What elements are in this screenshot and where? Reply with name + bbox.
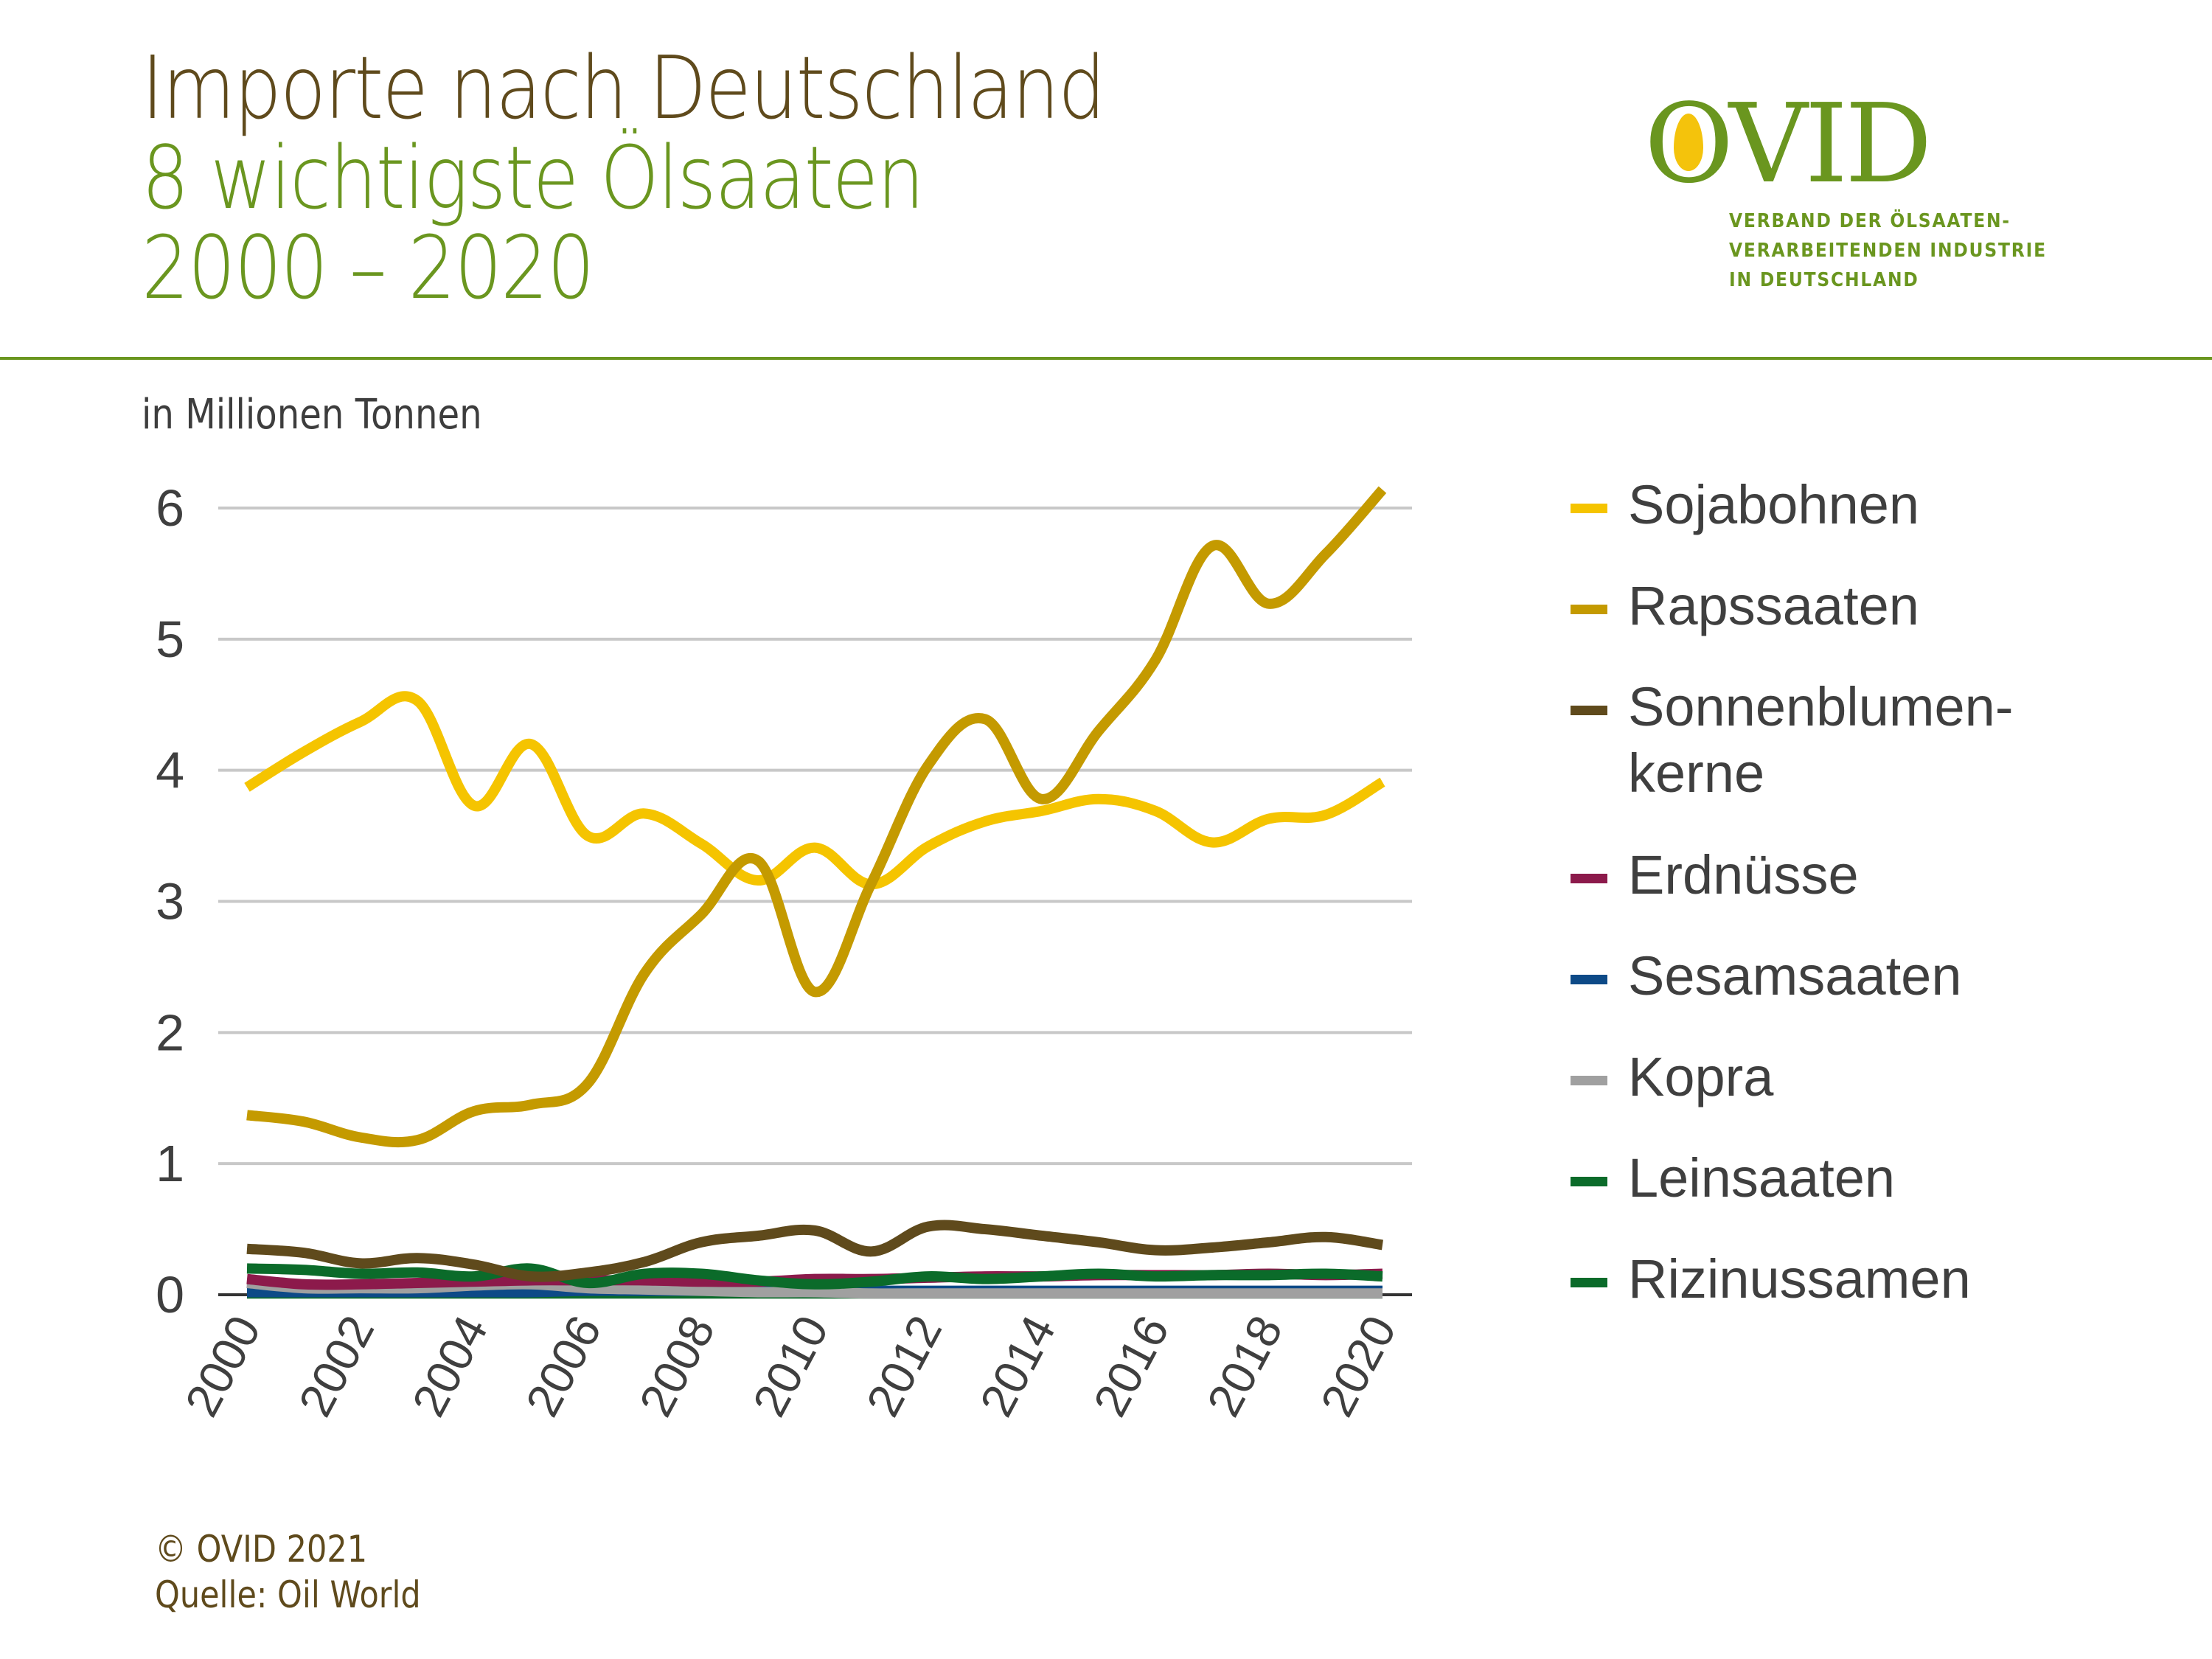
title-block: Importe nach Deutschland 8 wichtigste Öl… [142, 43, 1261, 313]
x-tick-label: 2006 [515, 1307, 611, 1425]
x-tick-label: 2020 [1310, 1307, 1406, 1425]
legend-label: Erdnüsse [1628, 844, 1859, 905]
series-line-sonnenblumenkerne [246, 1220, 1384, 1282]
legend-swatch [1571, 504, 1607, 513]
legend-swatch [1571, 975, 1607, 984]
x-tick-label: 2016 [1083, 1307, 1179, 1425]
oil-drop-icon [1674, 114, 1703, 171]
source-text: Quelle: Oil World [155, 1573, 421, 1616]
y-tick-label: 0 [156, 1266, 184, 1324]
legend-label: Rizinussamen [1628, 1248, 1971, 1310]
y-tick-label: 3 [156, 873, 184, 931]
y-tick-label: 5 [156, 611, 184, 668]
logo-subtitle-line: VERBAND DER ÖLSAATEN- [1729, 210, 2011, 232]
legend-swatch [1571, 706, 1607, 715]
series-line-leinsaaten [246, 1263, 1383, 1290]
y-axis-ticks: 0 1 2 3 4 5 6 [156, 479, 184, 1324]
ovid-logo: OVID VERBAND DER ÖLSAATEN- VERARBEITENDE… [1644, 88, 2045, 291]
chart-title: Importe nach Deutschland [142, 37, 1106, 139]
logo-subtitle-line: VERARBEITENDEN INDUSTRIE [1729, 240, 2047, 262]
x-tick-label: 2014 [970, 1307, 1065, 1425]
x-axis-ticks: 2000 2002 2004 2006 2008 2010 2012 2014 2016 2018… [175, 1307, 1406, 1425]
legend-label-line: Sonnenblumen- [1628, 676, 2014, 737]
x-tick-label: 2000 [175, 1307, 271, 1425]
legend-swatch [1571, 1278, 1607, 1287]
gridlines [218, 507, 1412, 1296]
logo-wordmark: OVID [1644, 88, 1933, 199]
legend-label: Sesamsaaten [1628, 945, 1962, 1006]
x-tick-label: 2010 [742, 1307, 838, 1425]
copyright-text: © OVID 2021 [155, 1528, 368, 1571]
logo-subtitle: VERBAND DER ÖLSAATEN- VERARBEITENDEN IND… [1729, 206, 2047, 295]
legend-label: Sojabohnen [1628, 474, 1920, 535]
chart-period: 2000 – 2020 [142, 217, 595, 319]
legend-swatch [1571, 874, 1607, 883]
legend-label-line: kerne [1628, 742, 1765, 804]
legend-swatch [1571, 1177, 1607, 1186]
chart-subtitle: 8 wichtigste Ölsaaten [142, 127, 925, 229]
y-tick-label: 4 [156, 742, 184, 799]
legend-label: Leinsaaten [1628, 1147, 1896, 1208]
legend-label: Rapssaaten [1628, 575, 1919, 636]
legend-swatch [1571, 605, 1607, 614]
y-tick-label: 6 [156, 479, 184, 537]
legend-label: Sonnenblumen- kerne [1628, 674, 2013, 807]
x-tick-label: 2008 [629, 1307, 725, 1425]
series-lines [244, 486, 1387, 1299]
footer: © OVID 2021 Quelle: Oil World [155, 1526, 421, 1618]
series-line-rapssaaten [246, 486, 1387, 1148]
logo-subtitle-line: IN DEUTSCHLAND [1729, 269, 1919, 291]
y-axis-unit-label: in Millionen Tonnen [142, 391, 482, 439]
x-tick-label: 2004 [402, 1307, 498, 1425]
x-tick-label: 2012 [856, 1307, 952, 1425]
x-tick-label: 2018 [1197, 1307, 1293, 1425]
legend-label: Kopra [1628, 1046, 1774, 1107]
x-tick-label: 2002 [288, 1307, 384, 1425]
y-tick-label: 1 [156, 1135, 184, 1192]
y-tick-label: 2 [156, 1004, 184, 1061]
header-divider [0, 357, 2212, 360]
series-line-sojabohnen [244, 691, 1385, 890]
legend-swatch [1571, 1076, 1607, 1085]
